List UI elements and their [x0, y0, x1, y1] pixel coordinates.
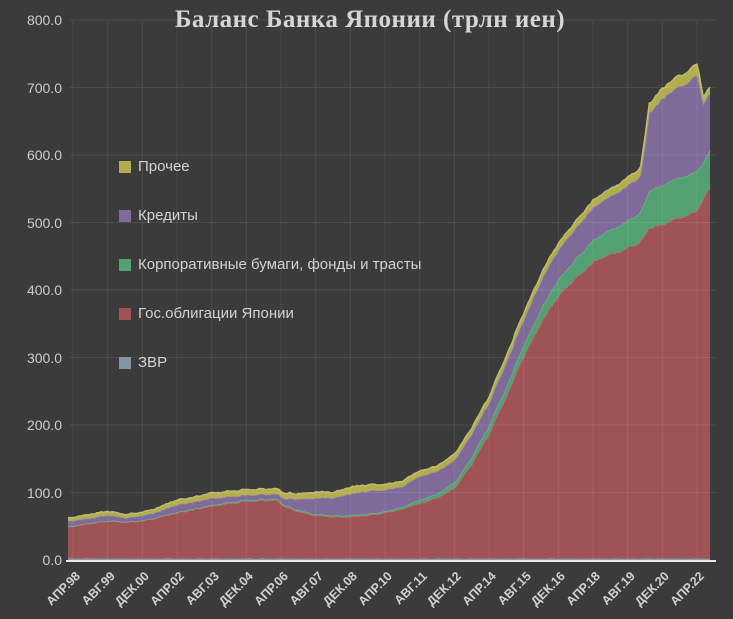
legend-swatch-loans: [119, 209, 131, 222]
y-axis-tick-label: 800.0: [26, 12, 62, 28]
legend-label: Прочее: [138, 158, 190, 175]
area-jgb: [68, 187, 710, 559]
y-axis-tick-label: 700.0: [26, 79, 62, 96]
y-axis-tick-label: 100.0: [26, 484, 62, 501]
legend-item-zvr: ЗВР: [119, 354, 421, 371]
legend-label: Корпоративные бумаги, фонды и трасты: [138, 256, 422, 273]
legend-item-corp: Корпоративные бумаги, фонды и трасты: [119, 256, 422, 273]
legend-swatch-other: [119, 160, 131, 173]
legend-label: ЗВР: [138, 354, 168, 371]
legend-item-jgb: Гос.облигации Японии: [119, 305, 421, 322]
y-axis-tick-label: 200.0: [26, 417, 62, 433]
legend-item-loans: Кредиты: [119, 207, 421, 224]
legend-label: Гос.облигации Японии: [138, 305, 294, 322]
legend-swatch-jgb: [119, 307, 131, 320]
legend: Прочее Кредиты Корпоративные бумаги, фонды…: [119, 158, 422, 405]
legend-label: Кредиты: [138, 207, 198, 224]
y-axis-tick-label: 300.0: [26, 349, 62, 366]
y-axis-tick-label: 600.0: [26, 147, 62, 163]
y-axis-tick-label: 500.0: [26, 214, 62, 231]
legend-swatch-corp: [119, 258, 131, 271]
area-topline-other: [68, 63, 711, 519]
y-axis-tick-label: 400.0: [26, 282, 62, 298]
chart-title: Баланс Банка Японии (трлн иен): [174, 6, 566, 33]
legend-item-other: Прочее: [119, 158, 421, 175]
legend-swatch-zvr: [119, 356, 131, 369]
y-axis-tick-label: 0.0: [42, 552, 62, 568]
